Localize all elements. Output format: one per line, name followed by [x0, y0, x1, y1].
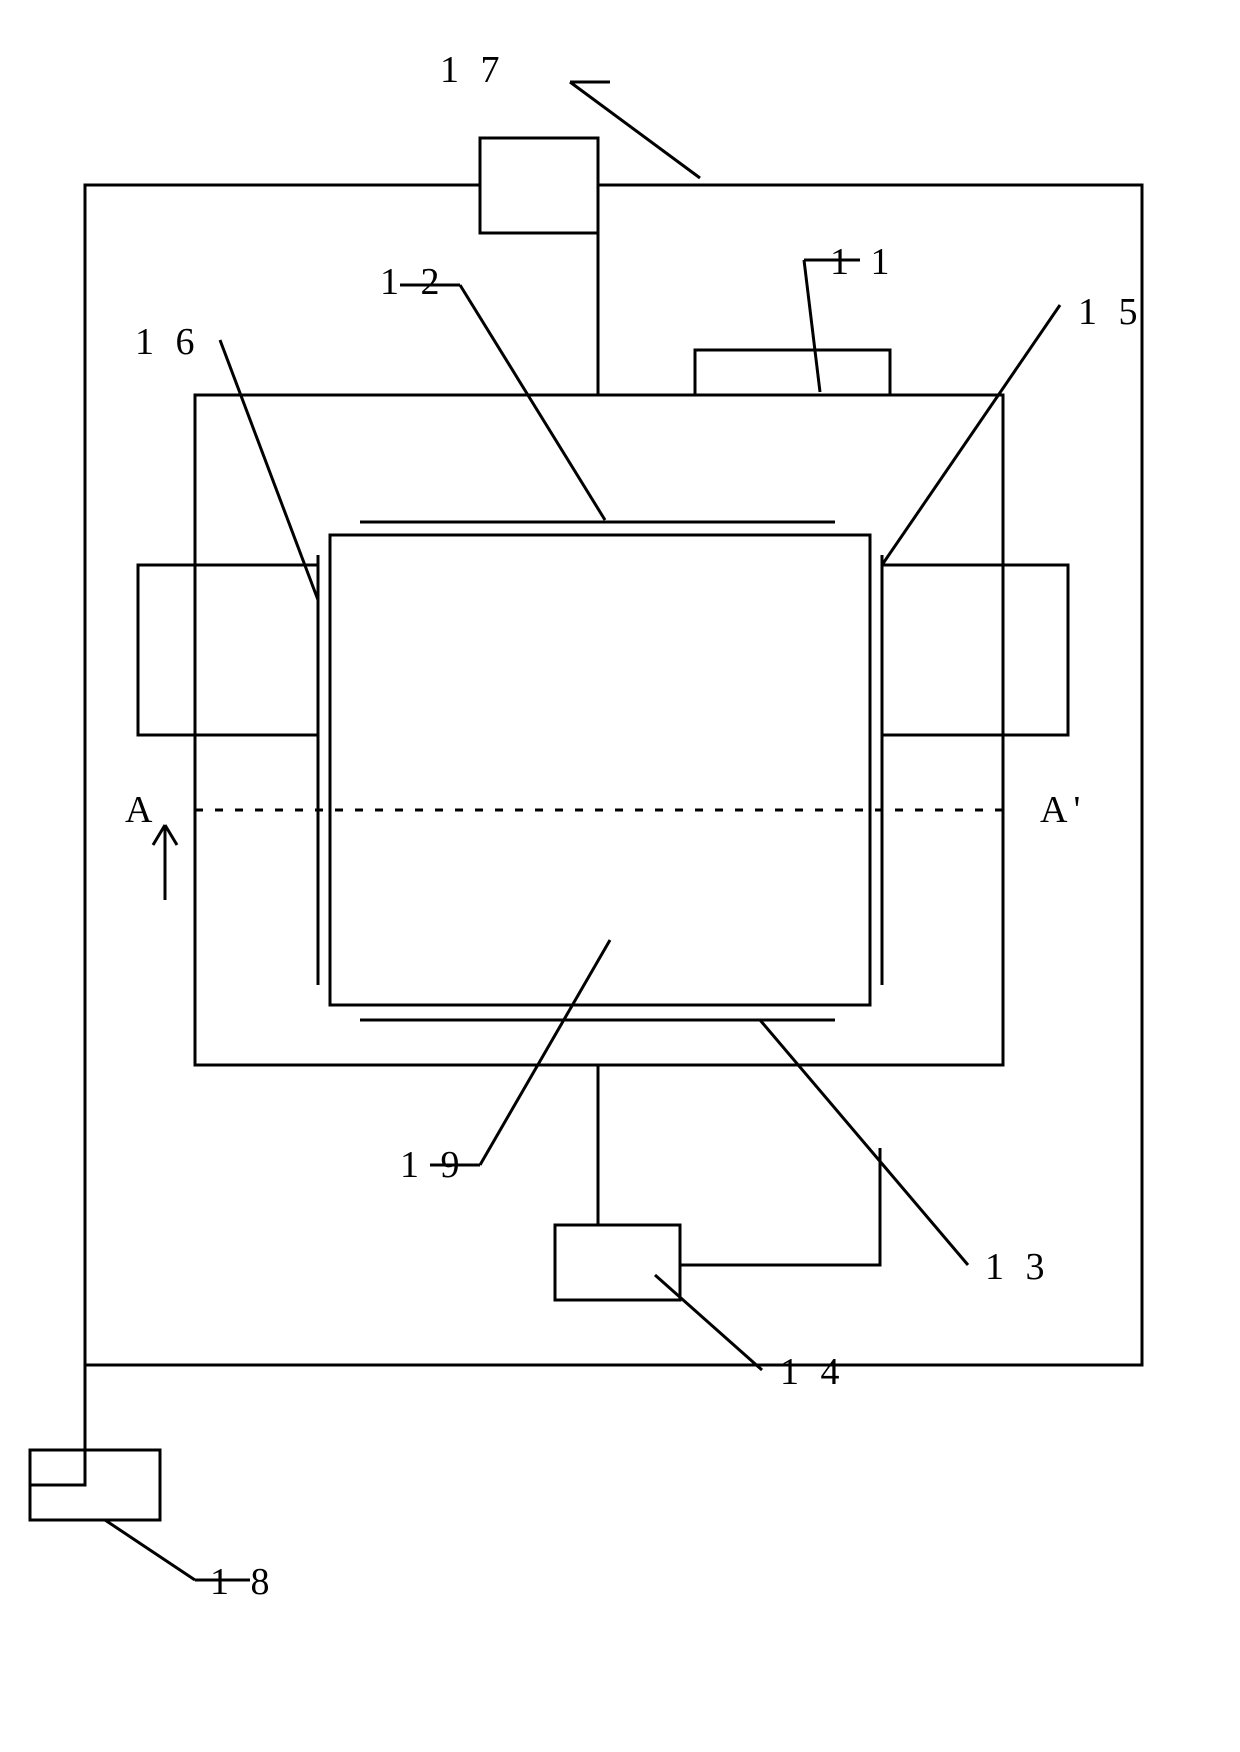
- label-n12: 1 2: [380, 260, 446, 304]
- box-14: [555, 1225, 680, 1300]
- top-stub: [695, 350, 890, 395]
- label-n15: 1 5: [1078, 290, 1144, 334]
- leader-l14: [655, 1275, 762, 1370]
- inner-square: [330, 535, 870, 1005]
- leader-l18: [105, 1520, 195, 1580]
- label-Ap: A': [1040, 788, 1086, 832]
- leader-l15: [882, 305, 1060, 565]
- label-n18: 1 8: [210, 1560, 276, 1604]
- wire-outer_to17_left: [30, 185, 480, 1485]
- wire-right_u: [882, 565, 1068, 735]
- label-n11: 1 1: [830, 240, 896, 284]
- leader-l11: [804, 260, 820, 392]
- wire-box14_to_outer: [680, 1148, 880, 1265]
- label-n13: 1 3: [985, 1245, 1051, 1289]
- label-n16: 1 6: [135, 320, 201, 364]
- leader-l12: [460, 285, 605, 520]
- label-n19: 1 9: [400, 1143, 466, 1187]
- leader-l17: [570, 82, 700, 178]
- label-n17: 1 7: [440, 48, 506, 92]
- wire-left_u: [138, 565, 318, 735]
- box-17: [480, 138, 598, 233]
- leader-l16: [220, 340, 318, 600]
- label-A: A: [125, 788, 158, 832]
- wire-outer_to17_right: [85, 185, 1142, 1485]
- leader-l19: [480, 940, 610, 1165]
- diagram-canvas: [0, 0, 1240, 1752]
- label-n14: 1 4: [780, 1350, 846, 1394]
- leader-l13: [760, 1020, 968, 1265]
- arrow-head-r: [165, 825, 177, 845]
